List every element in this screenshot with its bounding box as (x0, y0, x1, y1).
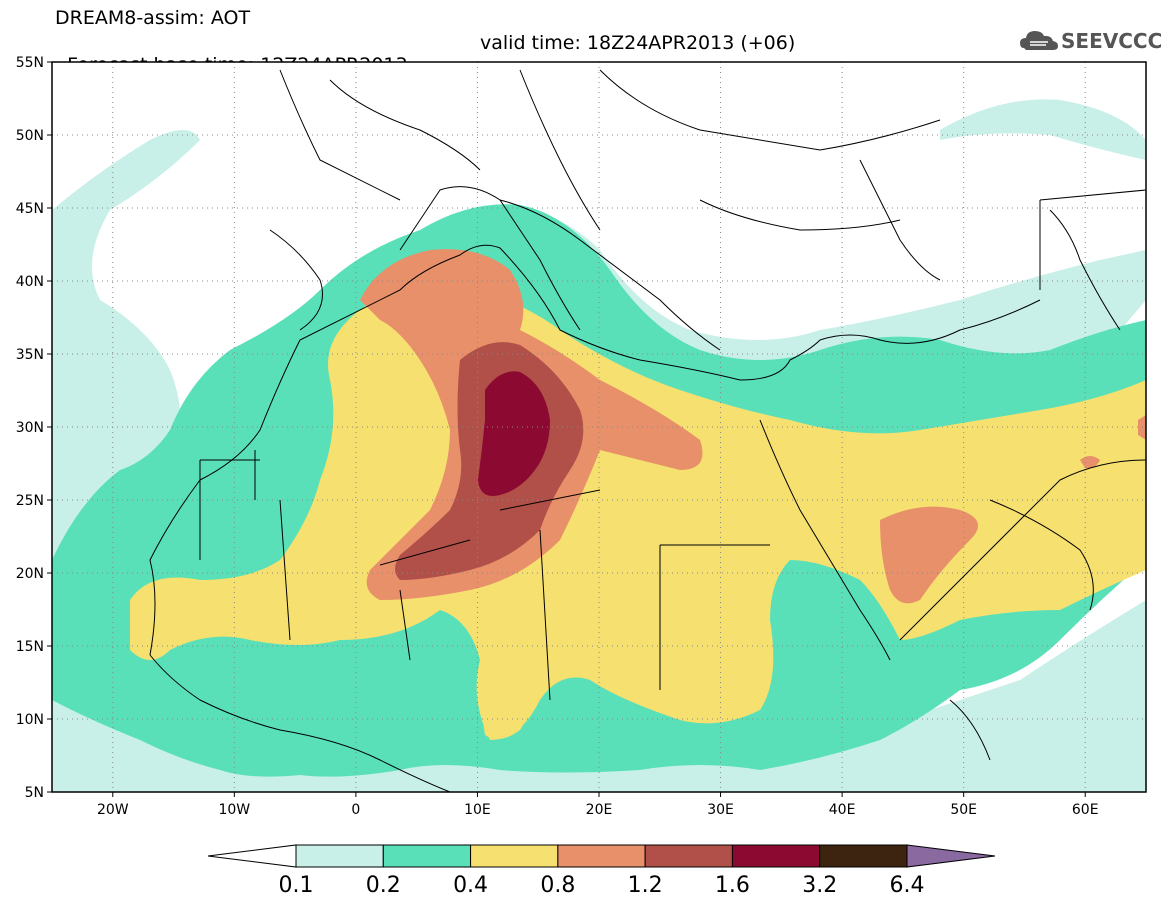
lon-tick-label: 40E (829, 802, 856, 818)
latitude-labels: 55N 50N 45N 40N 35N 30N 25N 20N 15N 10N 5N (16, 55, 52, 801)
lat-tick-label: 15N (16, 639, 44, 655)
lat-tick-label: 10N (16, 712, 44, 728)
logo-text: SEEVCCC (1061, 29, 1163, 53)
lon-tick-label: 10E (464, 802, 491, 818)
longitude-labels: 20W 10W 0 10E 20E 30E 40E 50E 60E (97, 792, 1099, 818)
colorbar-level-label: 0.1 (279, 873, 314, 898)
colorbar-segment (819, 844, 908, 868)
lat-tick-label: 30N (16, 420, 44, 436)
colorbar-under-arrow (207, 844, 297, 868)
colorbar-level-label: 1.6 (715, 873, 750, 898)
lat-tick-label: 45N (16, 201, 44, 217)
colorbar-segment (731, 844, 821, 868)
colorbar-segment (382, 844, 472, 868)
colorbar-segment (644, 844, 733, 868)
lat-tick-label: 25N (16, 493, 44, 509)
lon-tick-label: 20E (586, 802, 613, 818)
lat-tick-label: 55N (16, 55, 44, 71)
lat-tick-label: 20N (16, 566, 44, 582)
aot-band-0-4 (130, 280, 1146, 740)
colorbar-segment (470, 844, 559, 868)
lon-tick-label: 60E (1072, 802, 1099, 818)
lon-tick-label: 50E (950, 802, 977, 818)
map-title: DREAM8-assim: AOT (55, 7, 251, 29)
lon-tick-label: 30E (707, 802, 734, 818)
lat-tick-label: 35N (16, 347, 44, 363)
lon-tick-label: 10W (218, 802, 250, 818)
colorbar: 0.1 0.2 0.4 0.8 1.2 1.6 3.2 6.4 (207, 844, 996, 898)
colorbar-level-label: 0.2 (366, 873, 401, 898)
lat-lon-grid (52, 62, 1146, 792)
colorbar-level-label: 0.8 (540, 873, 575, 898)
aot-band-1-6 (478, 371, 550, 496)
lon-tick-label: 20W (97, 802, 129, 818)
colorbar-over-arrow (906, 844, 996, 868)
lat-tick-label: 50N (16, 128, 44, 144)
lon-tick-label: 0 (351, 802, 360, 818)
coastlines (149, 69, 1146, 792)
valid-time: valid time: 18Z24APR2013 (+06) (480, 32, 796, 54)
colorbar-segment (295, 844, 384, 868)
colorbar-level-label: 0.4 (453, 873, 488, 898)
lat-tick-label: 5N (25, 785, 44, 801)
colorbar-segment (557, 844, 646, 868)
colorbar-level-label: 6.4 (890, 873, 925, 898)
lat-tick-label: 40N (16, 274, 44, 290)
colorbar-level-label: 1.2 (628, 873, 663, 898)
cloud-icon (1020, 31, 1058, 50)
colorbar-level-label: 3.2 (802, 873, 837, 898)
